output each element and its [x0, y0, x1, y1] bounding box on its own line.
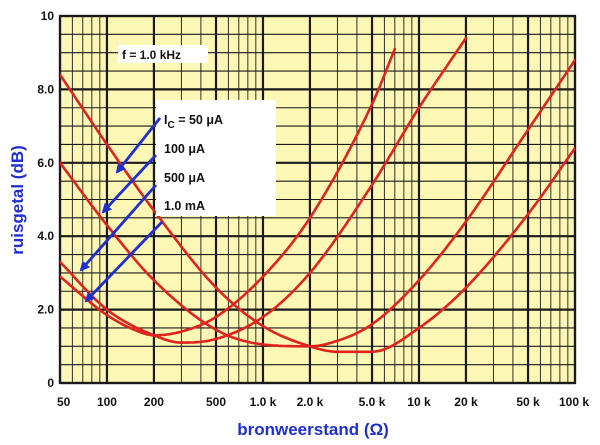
x-tick-label: 200: [144, 395, 164, 409]
series-curve-4: [60, 47, 397, 337]
series-curve-1: [60, 73, 575, 354]
x-tick-label: 100: [97, 395, 117, 409]
curves: [60, 36, 575, 354]
series-labels: IC = 50 μA 100 μA 500 μA 1.0 mA: [164, 113, 223, 213]
y-axis-title: ruisgetal (dB): [8, 145, 27, 255]
x-tick-label: 500: [206, 395, 226, 409]
y-tick-label: 4.0: [37, 229, 54, 243]
x-tick-label: 100 k: [559, 395, 589, 409]
series-arrow-1: [115, 117, 162, 174]
condition-annotation: f = 1.0 kHz: [122, 48, 181, 62]
series-arrow-4: [84, 221, 164, 303]
series-curve-2: [60, 58, 575, 348]
y-tick-label: 10: [41, 9, 55, 23]
series-label-3: 500 μA: [164, 171, 205, 185]
series-arrow-3: [79, 184, 158, 272]
x-tick-labels: 50 100 200 500 1.0 k 2.0 k 5.0 k 10 k 20 k 50 k 10…: [57, 395, 589, 409]
y-tick-labels: 0 2.0 4.0 6.0 8.0 10: [37, 9, 54, 390]
series-arrows: [79, 117, 164, 303]
series-label-subscript: C: [167, 120, 174, 131]
series-label-1: IC = 50 μA: [164, 113, 223, 131]
y-tick-label: 0: [47, 376, 54, 390]
y-tick-label: 6.0: [37, 156, 54, 170]
series-arrow-2: [101, 154, 158, 214]
series-label-2: 100 μA: [164, 142, 205, 156]
x-tick-label: 50 k: [516, 395, 540, 409]
series-label-suffix: = 50 μA: [175, 113, 223, 127]
plot-frame: [58, 14, 577, 385]
series-label-4: 1.0 mA: [164, 199, 205, 213]
x-tick-label: 20 k: [454, 395, 478, 409]
x-tick-label: 10 k: [407, 395, 431, 409]
x-tick-label: 1.0 k: [250, 395, 277, 409]
series-label-box: [156, 100, 276, 216]
x-axis-title: bronweerstand (Ω): [237, 420, 389, 439]
series-curve-3: [60, 36, 468, 344]
x-tick-label: 5.0 k: [359, 395, 386, 409]
y-tick-label: 8.0: [37, 82, 54, 96]
condition-box: [118, 45, 208, 63]
x-tick-label: 2.0 k: [297, 395, 324, 409]
y-tick-label: 2.0: [37, 303, 54, 317]
x-tick-label: 50: [57, 395, 71, 409]
